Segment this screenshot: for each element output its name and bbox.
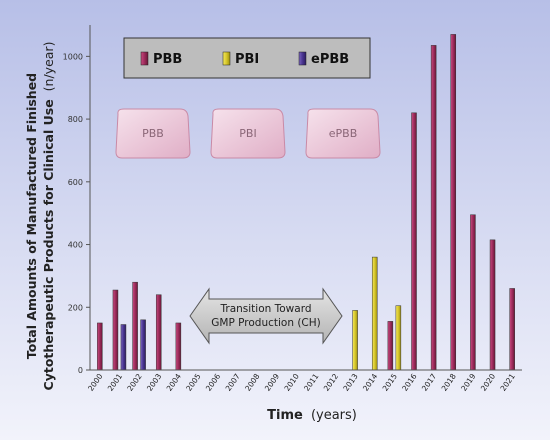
y-tick-label: 600 [68,178,83,187]
legend-swatch-pbi [222,51,231,66]
product-icon-pbi: PBI [210,108,286,159]
annotation-line1: Transition Toward [220,303,312,315]
bottle-pbi-icon [210,108,286,159]
bar-pbb-2017 [430,45,437,371]
bar-pbb-2004 [175,322,182,371]
legend-label-epbb: ePBB [311,52,349,67]
legend-label-pbb: PBB [153,52,182,67]
y-tick-label: 800 [68,115,83,124]
bar-pbi-2015 [395,305,402,371]
y-axis-unit: (n/year) [41,42,56,92]
legend-label-pbi: PBI [235,52,259,67]
bar-pbb-2021 [509,288,515,371]
y-axis-title-line2: Cytotherapeutic Products for Clinical Us… [41,99,56,390]
bar-pbb-2000 [97,322,103,371]
legend-swatch-pbb [140,51,149,66]
y-axis-title: Total Amounts of Manufactured Finished [24,73,39,359]
product-icon-label-pbi: PBI [239,127,256,140]
legend-swatch-epbb [298,51,307,66]
bar-pbb-2020 [489,239,496,371]
legend-item-epbb: ePBB [298,51,349,67]
legend-box [123,37,371,79]
product-icon-label-epbb: ePBB [329,127,358,140]
bar-epbb-2002 [140,319,146,371]
y-axis: 0 200 400 600 800 1000 [63,52,90,375]
y-tick-label: 1000 [63,52,83,61]
legend-item-pbb: PBB [140,51,182,67]
bar-pbb-2016 [411,112,417,371]
bar-pbi-2014 [371,256,378,371]
y-tick-label: 400 [68,241,83,250]
product-icon-label-pbb: PBB [142,127,164,140]
x-axis-title: Time (years) [267,408,357,423]
bar-pbb-2003 [155,294,162,371]
product-icon-epbb: ePBB [305,108,381,159]
bar-pbb-2001 [112,289,119,371]
double-arrow-icon [189,287,343,345]
bar-pbi-2013 [352,310,358,371]
bars [97,34,515,371]
bar-pbb-2018 [450,34,457,371]
legend-item-pbi: PBI [222,51,259,67]
transition-annotation: Transition Toward GMP Production (CH) [189,287,343,345]
y-tick-label: 0 [78,366,83,375]
y-tick-label: 200 [68,303,83,312]
product-icon-pbb: PBB [115,108,191,159]
bar-epbb-2001 [120,324,127,371]
bar-pbb-2019 [470,214,476,371]
bottle-pbb-icon [115,108,191,159]
bar-pbb-2015 [387,321,394,371]
x-axis-unit: (years) [311,408,357,423]
y-axis-title-2: Cytotherapeutic Products for Clinical Us… [41,42,56,391]
annotation-line2: GMP Production (CH) [211,317,321,329]
bar-pbb-2002 [132,281,138,371]
legend: PBB PBI ePBB [123,37,371,79]
bottle-epbb-icon [305,108,381,159]
y-axis-title-line1: Total Amounts of Manufactured Finished [24,73,39,359]
x-axis-title-bold: Time [267,408,303,423]
